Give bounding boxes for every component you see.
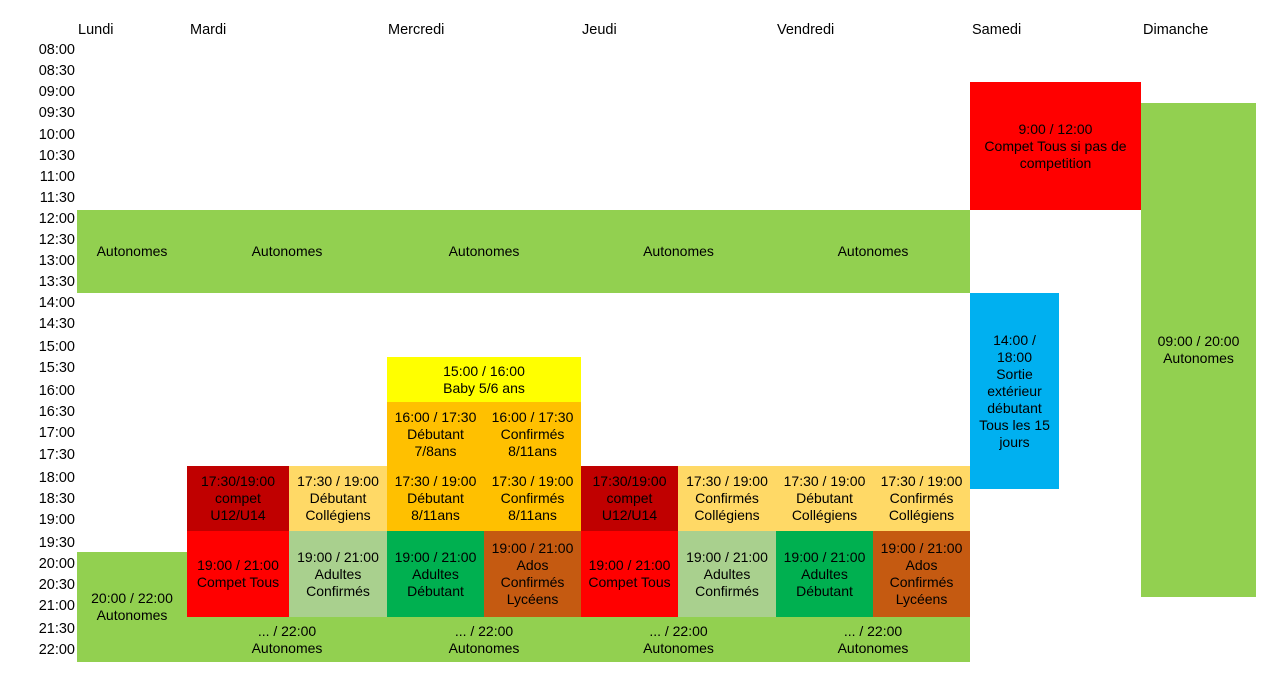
- time-label: 09:00: [38, 84, 75, 100]
- slot-lundi-autonomes: Autonomes: [96, 243, 168, 259]
- time-label: 11:00: [39, 169, 75, 185]
- slot-mardi-compet-tous: 19:00 / 21:00 Compet Tous: [187, 531, 289, 617]
- day-header-dimanche: Dimanche: [1143, 22, 1209, 38]
- time-label: 10:30: [38, 148, 75, 164]
- time-label: 17:00: [38, 425, 75, 441]
- day-header-mercredi: Mercredi: [388, 22, 445, 38]
- time-label: 19:30: [38, 535, 75, 551]
- slot-mercredi-late: ... / 22:00 Autonomes: [387, 617, 581, 662]
- slot-mardi-compet-u12: 17:30/19:00 compet U12/U14: [187, 466, 289, 531]
- slot-jeudi-late: ... / 22:00 Autonomes: [581, 617, 776, 662]
- slot-jeudi-autonomes: Autonomes: [643, 243, 714, 259]
- slot-jeudi-adultes-confirmes: 19:00 / 21:00 Adultes Confirmés: [678, 531, 776, 617]
- slot-mardi-late: ... / 22:00 Autonomes: [187, 617, 387, 662]
- slot-vendredi-debutant-college: 17:30 / 19:00 Débutant Collégiens: [776, 466, 873, 531]
- time-label: 08:30: [38, 63, 75, 79]
- slot-vendredi-confirmes-college: 17:30 / 19:00 Confirmés Collégiens: [873, 466, 970, 531]
- slot-mardi-autonomes: Autonomes: [251, 243, 323, 259]
- time-label: 21:30: [38, 621, 75, 637]
- time-label: 19:00: [38, 512, 75, 528]
- slot-vendredi-adultes-debutant: 19:00 / 21:00 Adultes Débutant: [776, 531, 873, 617]
- autonomes-midday-band: [77, 210, 970, 293]
- slot-mardi-debutant-college: 17:30 / 19:00 Débutant Collégiens: [289, 466, 387, 531]
- slot-mercredi-debutant-7-8: 16:00 / 17:30 Débutant 7/8ans: [387, 402, 484, 466]
- slot-vendredi-autonomes: Autonomes: [837, 243, 909, 259]
- slot-mercredi-autonomes: Autonomes: [448, 243, 520, 259]
- slot-vendredi-ados-lyceens: 19:00 / 21:00 Ados Confirmés Lycéens: [873, 531, 970, 617]
- slot-mercredi-confirmes-8-11-b: 17:30 / 19:00 Confirmés 8/11ans: [484, 466, 581, 531]
- day-header-jeudi: Jeudi: [582, 22, 617, 38]
- slot-mercredi-ados-lyceens: 19:00 / 21:00 Ados Confirmés Lycéens: [484, 531, 581, 617]
- time-label: 09:30: [38, 105, 75, 121]
- time-label: 18:30: [38, 491, 75, 507]
- time-label: 10:00: [38, 127, 75, 143]
- time-label: 16:30: [38, 404, 75, 420]
- time-label: 13:30: [38, 274, 75, 290]
- slot-samedi-sortie: 14:00 / 18:00 Sortie extérieur débutant …: [970, 293, 1059, 489]
- slot-mercredi-baby: 15:00 / 16:00 Baby 5/6 ans: [387, 357, 581, 402]
- slot-lundi-autonomes-soir: 20:00 / 22:00 Autonomes: [77, 552, 187, 662]
- time-label: 16:00: [38, 383, 75, 399]
- time-label: 08:00: [38, 42, 75, 58]
- day-header-vendredi: Vendredi: [777, 22, 835, 38]
- time-label: 21:00: [38, 598, 75, 614]
- time-label: 17:30: [38, 447, 75, 463]
- time-label: 18:00: [38, 470, 75, 486]
- slot-jeudi-confirmes-college: 17:30 / 19:00 Confirmés Collégiens: [678, 466, 776, 531]
- time-label: 20:00: [38, 556, 75, 572]
- slot-samedi-compet: 9:00 / 12:00 Compet Tous si pas de compe…: [970, 82, 1141, 210]
- time-label: 15:00: [38, 339, 75, 355]
- time-label: 14:30: [38, 316, 75, 332]
- time-label: 15:30: [38, 360, 75, 376]
- slot-vendredi-late: ... / 22:00 Autonomes: [776, 617, 970, 662]
- slot-mardi-adultes-confirmes: 19:00 / 21:00 Adultes Confirmés: [289, 531, 387, 617]
- time-label: 14:00: [38, 295, 75, 311]
- slot-dimanche-autonomes: 09:00 / 20:00 Autonomes: [1141, 103, 1256, 597]
- day-header-samedi: Samedi: [972, 22, 1022, 38]
- day-header-mardi: Mardi: [190, 22, 227, 38]
- time-label: 20:30: [38, 577, 75, 593]
- slot-jeudi-compet-u12: 17:30/19:00 compet U12/U14: [581, 466, 678, 531]
- slot-mercredi-confirmes-8-11-a: 16:00 / 17:30 Confirmés 8/11ans: [484, 402, 581, 466]
- time-label: 11:30: [39, 190, 75, 206]
- time-label: 12:30: [38, 232, 75, 248]
- slot-mercredi-adultes-debutant: 19:00 / 21:00 Adultes Débutant: [387, 531, 484, 617]
- slot-jeudi-compet-tous: 19:00 / 21:00 Compet Tous: [581, 531, 678, 617]
- day-header-lundi: Lundi: [78, 22, 114, 38]
- time-label: 13:00: [38, 253, 75, 269]
- slot-mercredi-debutant-8-11: 17:30 / 19:00 Débutant 8/11ans: [387, 466, 484, 531]
- time-label: 12:00: [38, 211, 75, 227]
- time-label: 22:00: [38, 642, 75, 658]
